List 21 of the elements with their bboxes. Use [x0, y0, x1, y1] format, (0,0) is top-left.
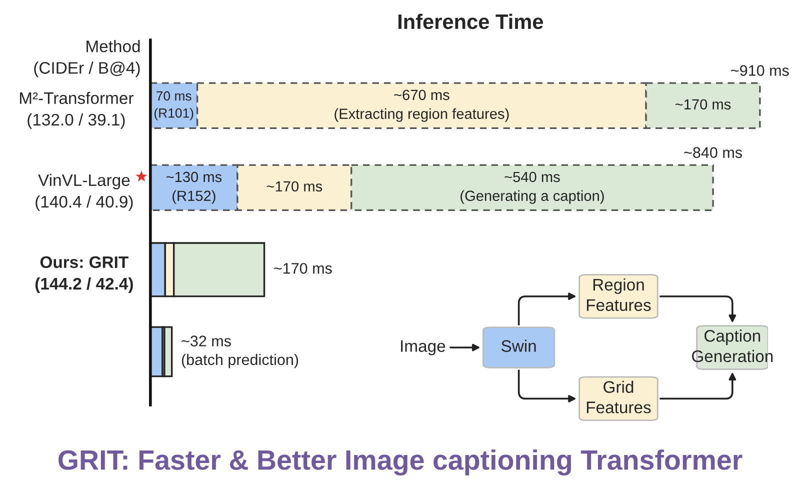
- chart-title: Inference Time: [398, 14, 544, 30]
- data-label: ~130 ms (R152): [166, 172, 222, 204]
- data-label: 70 ms (R101): [154, 91, 194, 120]
- text: GRIT: Faster & Better Image captioning Transformer: [58, 449, 742, 476]
- y-tick-label: M²-Transformer (132.0 / 39.1): [20, 92, 134, 129]
- data-label: ~170 ms: [266, 181, 322, 192]
- annotation: Swin: [501, 340, 536, 352]
- data-label: ~540 ms (Generating a caption): [460, 172, 604, 204]
- data-label: ~170 ms: [675, 99, 731, 110]
- annotation: Region Features: [586, 278, 651, 312]
- y-tick-label: Ours: GRIT (144.2 / 42.4): [35, 256, 133, 293]
- y-tick-label: VinVL-Large (140.4 / 40.9): [36, 174, 133, 211]
- annotation: Caption Generation: [692, 330, 773, 362]
- data-label: ~670 ms (Extracting region features): [334, 90, 509, 122]
- annotation: Grid Features: [586, 380, 651, 414]
- annotation: Image: [401, 340, 446, 356]
- total-label: ~32 ms (batch prediction): [182, 336, 298, 368]
- y-axis-title: Method (CIDEr / B@4): [34, 40, 140, 78]
- total-label: ~840 ms: [684, 147, 742, 158]
- total-label: ~910 ms: [731, 65, 789, 76]
- total-label: ~170 ms: [274, 262, 332, 274]
